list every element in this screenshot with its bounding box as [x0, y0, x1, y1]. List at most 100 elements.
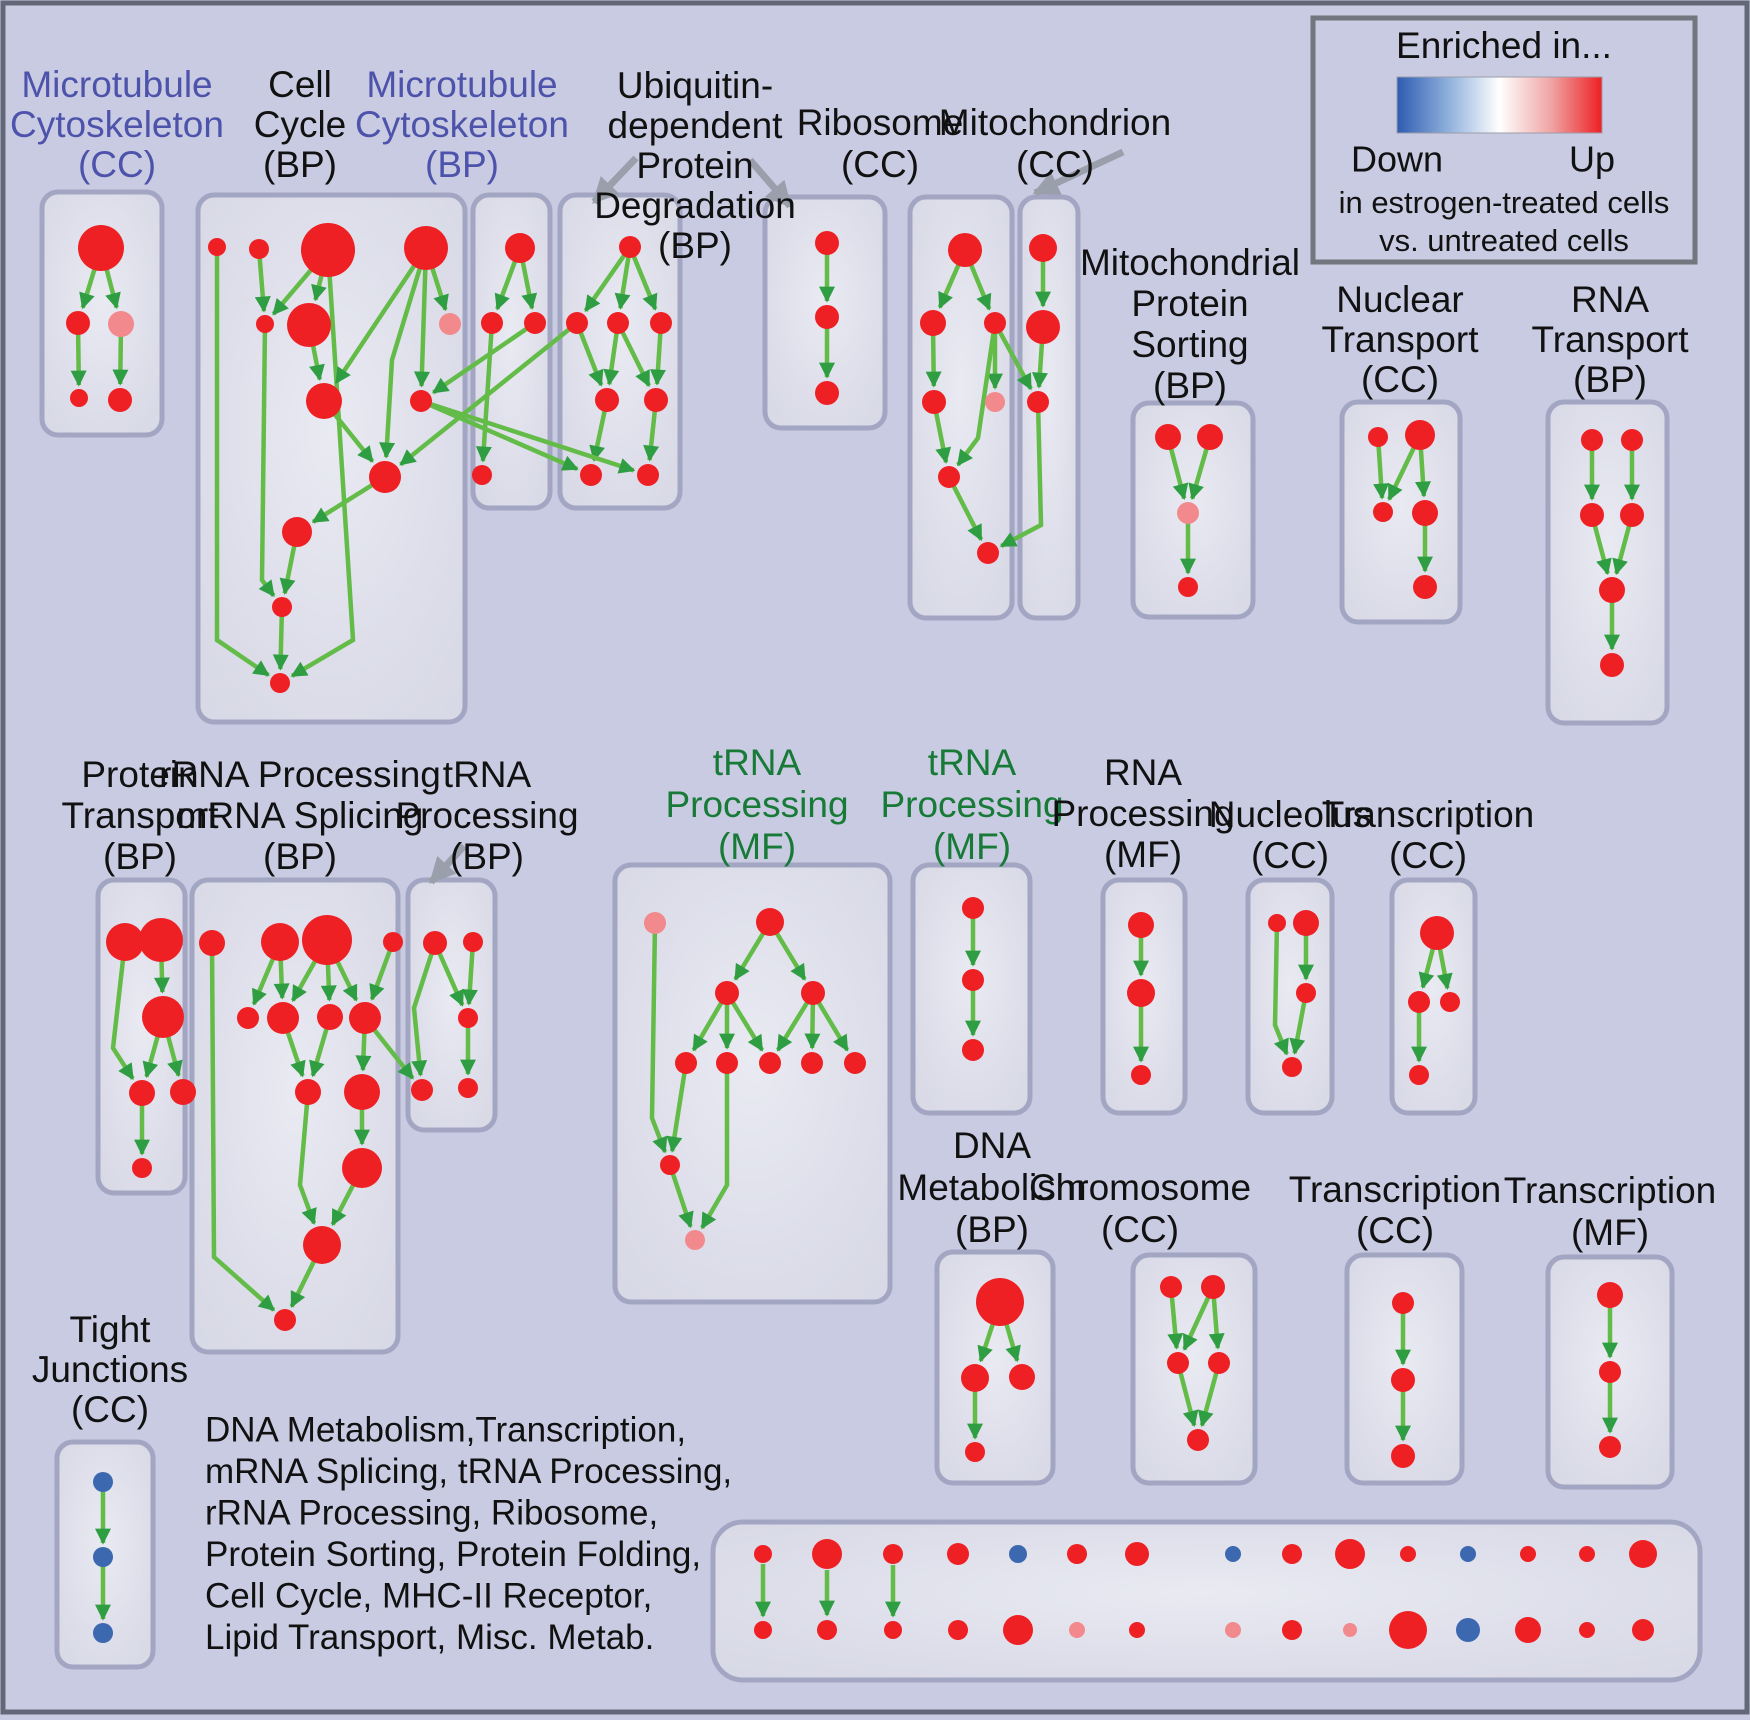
- group-label-ubiq-line3: Degradation: [594, 185, 796, 226]
- node-pair-4-top: [1009, 1545, 1027, 1563]
- node-ubiq2-n3: [815, 381, 839, 405]
- layer-labels: MicrotubuleCytoskeleton(CC)CellCycle(BP)…: [10, 25, 1716, 1657]
- group-box-ubiq: [557, 192, 683, 511]
- node-cell-cycle-B: [249, 239, 269, 259]
- group-label-ubiq-line0: Ubiquitin-: [617, 65, 773, 106]
- group-label-ubiq-line2: Protein: [636, 145, 753, 186]
- node-mt-cc-c4: [70, 389, 88, 407]
- node-pair-12-bottom: [1515, 1617, 1541, 1643]
- node-pair-0-bottom: [754, 1621, 772, 1639]
- node-trna-bp-q5: [458, 1078, 478, 1098]
- node-protein-transport-p5: [170, 1079, 196, 1105]
- group-label-ribosome-line0: Ribosome: [797, 102, 964, 143]
- group-label-mps-line3: (BP): [1153, 365, 1227, 406]
- node-mitochondrion-m3: [1027, 391, 1049, 413]
- node-rna-transport-rt3: [1580, 503, 1604, 527]
- node-pair-9-bottom: [1343, 1623, 1357, 1637]
- node-rrna-ee1: [274, 1309, 296, 1331]
- group-label-cell-cycle-line2: (BP): [263, 144, 337, 185]
- node-pair-13-top: [1579, 1546, 1595, 1562]
- node-pair-6-bottom: [1129, 1622, 1145, 1638]
- group-label-transcription-cc3-line1: (CC): [1356, 1210, 1434, 1251]
- node-protein-transport-p1: [106, 923, 144, 961]
- group-label-transcription-cc2-line0: Transcription: [1322, 794, 1534, 835]
- node-dna-met-dm4: [965, 1442, 985, 1462]
- edge-rrna.t1-to-rrna.ee1: [209, 942, 276, 1312]
- node-cell-cycle-G: [439, 313, 461, 335]
- group-label-dna-met-line0: DNA: [953, 1125, 1031, 1166]
- misc-category-text-line4: Cell Cycle, MHC-II Receptor,: [205, 1576, 652, 1615]
- node-transcription-cc3-x1: [1392, 1292, 1414, 1314]
- edge-cell-cycle.I-to-ubiq.uf: [420, 398, 579, 472]
- edge-cell-cycle.I-to-ubiq.ug: [420, 398, 636, 474]
- node-pair-5-top: [1067, 1544, 1087, 1564]
- group-label-tight-junctions-line1: Junctions: [32, 1349, 188, 1390]
- node-ubiq-ug: [637, 464, 659, 486]
- node-cell-cycle-D: [404, 226, 448, 270]
- group-label-trna-bp-line1: Processing: [395, 795, 578, 836]
- node-rna-transport-rt2: [1621, 429, 1643, 451]
- edge-mt-bp.b3-to-cell-cycle.I: [432, 321, 537, 395]
- group-label-nuclear-transport-line0: Nuclear: [1336, 279, 1464, 320]
- legend-down-label: Down: [1351, 139, 1443, 180]
- node-ubiq2-n1: [815, 231, 839, 255]
- node-trna-bp-q4: [411, 1079, 433, 1101]
- edge-ubiq.ua-to-cell-cycle.J: [399, 321, 579, 467]
- group-label-rna-proc-mf-line2: (MF): [1104, 834, 1182, 875]
- edge-trna-mf-big.k1-to-trna-mf-big.k2: [667, 1164, 694, 1229]
- node-trna-mf-big-h1: [675, 1052, 697, 1074]
- node-pair-0-top: [754, 1545, 772, 1563]
- node-ribosome-r3: [984, 312, 1006, 334]
- legend-up-label: Up: [1569, 139, 1615, 180]
- node-pair-3-top: [947, 1543, 969, 1565]
- node-rna-proc-mf-w3: [1131, 1065, 1151, 1085]
- node-pair-6-top: [1125, 1542, 1149, 1566]
- node-trna-mf-big-h2: [716, 1052, 738, 1074]
- node-trna-mf-big-h4: [801, 1052, 823, 1074]
- node-cell-cycle-A: [208, 238, 226, 256]
- node-mt-bp-b4: [472, 465, 492, 485]
- group-label-dna-met-line1: Metabolism: [897, 1167, 1086, 1208]
- edge-nuclear-transport.nt1-to-nuclear-transport.nt3: [1373, 436, 1390, 500]
- node-rrna-m4: [349, 1002, 381, 1034]
- node-pair-10-top: [1400, 1546, 1416, 1562]
- group-label-nuclear-transport-line2: (CC): [1361, 359, 1439, 400]
- group-box-dna-met: [934, 1249, 1056, 1486]
- node-rrna-t4: [383, 932, 403, 952]
- group-label-trna-mf-small-line1: Processing: [880, 784, 1063, 825]
- node-pair-11-top: [1460, 1546, 1476, 1562]
- node-pair-14-top: [1629, 1540, 1657, 1568]
- node-trna-mf-big-k2: [685, 1230, 705, 1250]
- node-rna-transport-rt5: [1599, 577, 1625, 603]
- group-box-mitochondrion: [1017, 194, 1081, 621]
- node-dna-met-dm2: [961, 1364, 989, 1392]
- group-label-mt-bp-line1: Cytoskeleton: [355, 104, 569, 145]
- edge-rrna.bb1-to-rrna.dd1: [297, 1091, 317, 1225]
- edge-trna-mf-big.g0-to-trna-mf-big.k1: [649, 922, 668, 1154]
- group-label-mt-cc-line0: Microtubule: [21, 64, 212, 105]
- legend-box: [1310, 15, 1698, 265]
- node-mt-cc-c3: [108, 311, 134, 337]
- node-ubiq-ub: [607, 312, 629, 334]
- group-label-mps-line2: Sorting: [1131, 324, 1248, 365]
- node-nucleolus-nl2: [1293, 910, 1319, 936]
- label-callout-arrow-icon: [1032, 148, 1125, 197]
- group-label-nucleolus-line1: (CC): [1251, 835, 1329, 876]
- group-label-mitochondrion-line1: (CC): [1016, 144, 1094, 185]
- node-transcription-cc3-x3: [1391, 1444, 1415, 1468]
- node-chromosome-ch4: [1208, 1352, 1230, 1374]
- node-trna-mf-big-h3: [759, 1052, 781, 1074]
- node-pair-4-bottom: [1003, 1615, 1033, 1645]
- node-rrna-t1: [199, 930, 225, 956]
- edge-cell-cycle.A-to-cell-cycle.M: [214, 247, 270, 677]
- node-rrna-m2: [267, 1002, 299, 1034]
- group-label-tight-junctions-line2: (CC): [71, 1389, 149, 1430]
- node-cell-cycle-L: [272, 597, 292, 617]
- edge-rrna.t4-to-rrna.m4: [369, 941, 396, 1001]
- node-mitochondrion-m2: [1026, 310, 1060, 344]
- node-nuclear-transport-nt4: [1412, 500, 1438, 526]
- node-mps-s4: [1178, 577, 1198, 597]
- edge-nucleolus.nl3-to-nucleolus.nl4: [1289, 992, 1309, 1055]
- edge-ubiq.ut-to-ubiq.uc: [627, 246, 658, 311]
